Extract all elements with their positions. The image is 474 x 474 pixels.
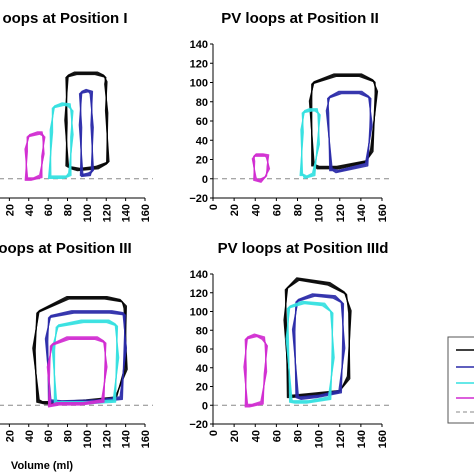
y-tick-label: 0 (202, 400, 208, 412)
pv-loop-series-3 (53, 321, 119, 405)
panel-title: oops at Position I (2, 10, 127, 27)
panel-title: oops at Position III (0, 240, 132, 257)
x-tick-label: 40 (250, 204, 262, 216)
y-tick-label: 20 (196, 382, 208, 394)
x-tick-label: 160 (377, 204, 389, 222)
x-tick-label: 140 (356, 430, 368, 448)
x-tick-label: 80 (63, 204, 75, 216)
pv-loop-series-2 (293, 294, 344, 400)
x-tick-label: 160 (140, 430, 152, 448)
x-tick-label: 40 (24, 204, 36, 216)
pv-loop-series-4 (253, 155, 271, 183)
x-tick-label: 60 (43, 430, 55, 442)
pv-loop-series-2 (327, 92, 372, 173)
pv-loop-series-1 (64, 71, 110, 169)
panel-title: PV loops at Position IIId (218, 240, 389, 257)
pv-loop-series-4 (251, 153, 270, 181)
y-tick-label: 120 (190, 288, 208, 300)
y-tick-label: 100 (190, 307, 208, 319)
x-tick-label: 20 (4, 430, 16, 442)
pv-loop-series-2 (325, 90, 373, 171)
x-tick-label: 0 (208, 430, 220, 436)
x-tick-label: 80 (63, 430, 75, 442)
pv-loop-series-2 (294, 295, 345, 400)
panel-position-iii: oops at Position III 0204060801001201401… (0, 240, 153, 448)
pv-loop-series-4 (47, 337, 107, 406)
x-tick-label: 100 (314, 430, 326, 448)
x-tick-label: 120 (335, 204, 347, 222)
y-tick-label: 140 (190, 269, 208, 281)
x-tick-label: 120 (335, 430, 347, 448)
pv-loop-series-1 (308, 73, 379, 167)
pv-loop-series-3 (47, 104, 74, 179)
pv-loop-series-3 (286, 301, 334, 403)
y-tick-label: −20 (189, 419, 208, 431)
pv-loop-series-4 (47, 338, 107, 408)
y-tick-label: 80 (196, 325, 208, 337)
pv-loop-series-2 (78, 88, 95, 175)
pv-loop-series-1 (311, 75, 376, 170)
x-tick-label: 80 (293, 430, 305, 442)
pv-loop-series-1 (65, 73, 109, 172)
x-tick-label: 140 (121, 204, 133, 222)
pv-loop-series-1 (310, 75, 377, 169)
pv-loop-series-3 (48, 102, 74, 177)
x-tick-label: 140 (121, 430, 133, 448)
panel-position-iiid: PV loops at Position IIId 0 20 40 60 80 100 12… (189, 240, 390, 448)
pv-loop-series-4 (48, 338, 107, 407)
legend-frame (447, 336, 474, 424)
pv-loop-series-3 (53, 321, 118, 404)
x-tick-label: 120 (101, 204, 113, 222)
pv-loop-series-3 (300, 108, 320, 177)
x-tick-label: 20 (229, 204, 241, 216)
x-tick-label: 60 (271, 204, 283, 216)
y-tick-label: 100 (190, 78, 208, 90)
pv-loop-series-2 (326, 91, 372, 172)
pv-loop-series-4 (24, 131, 45, 179)
x-tick-label: 100 (82, 204, 94, 222)
pv-loop-series-3 (52, 320, 119, 403)
x-tick-label: 160 (140, 204, 152, 222)
x-tick-label: 140 (356, 204, 368, 222)
y-tick-label: −20 (189, 193, 208, 205)
legend-box (447, 336, 474, 424)
x-tick-label: 160 (377, 430, 389, 448)
y-tick-label: 140 (190, 39, 208, 51)
panel-title: PV loops at Position II (221, 10, 379, 27)
x-tick-label: 100 (82, 430, 94, 448)
pv-loop-series-4 (244, 335, 268, 408)
pv-loop-series-4 (243, 333, 268, 405)
pv-loop-series-2 (291, 293, 346, 398)
pv-loop-series-1 (283, 277, 352, 396)
pv-loop-series-3 (285, 300, 335, 402)
pv-loop-series-3 (51, 319, 120, 403)
x-tick-label: 40 (250, 430, 262, 442)
x-tick-label: 100 (314, 204, 326, 222)
x-tick-label: 20 (4, 204, 16, 216)
y-tick-label: 40 (196, 135, 208, 147)
pv-loop-series-2 (292, 294, 345, 399)
y-tick-label: 20 (196, 155, 208, 167)
x-tick-label: 20 (229, 430, 241, 442)
pv-loop-series-2 (78, 91, 94, 178)
x-tick-label: 40 (24, 430, 36, 442)
x-tick-label: 60 (43, 204, 55, 216)
y-tick-label: 60 (196, 116, 208, 128)
x-axis-label: Volume (ml) (11, 460, 73, 472)
y-tick-label: 0 (202, 174, 208, 186)
y-tick-label: 60 (196, 344, 208, 356)
y-tick-label: 80 (196, 97, 208, 109)
pv-loop-series-2 (44, 310, 127, 402)
pv-loop-series-4 (46, 336, 108, 405)
x-tick-label: 80 (293, 204, 305, 216)
y-tick-label: 40 (196, 363, 208, 375)
y-tick-label: 120 (190, 58, 208, 70)
x-tick-label: 60 (271, 430, 283, 442)
panel-position-ii: PV loops at Position II 0 20 40 60 80 100 120 1… (189, 10, 390, 222)
x-tick-label: 0 (208, 204, 220, 210)
x-tick-label: 120 (101, 430, 113, 448)
